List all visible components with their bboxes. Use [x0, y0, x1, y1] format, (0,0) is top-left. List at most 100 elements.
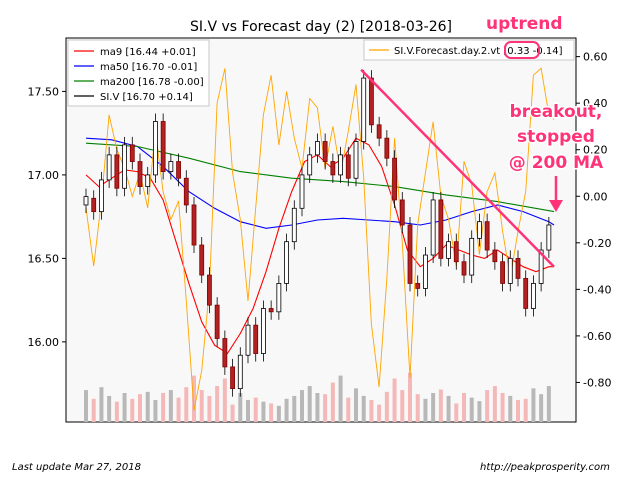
legend-label: SI.V.Forecast.day.2.vt [0.33 -0.14] — [394, 46, 563, 57]
right-tick-label: 0.20 — [583, 144, 608, 157]
annotations: uptrend breakout, stopped @ 200 MA — [360, 13, 606, 268]
candle-body — [268, 308, 274, 313]
volume-bar — [238, 393, 243, 422]
volume-bar — [246, 399, 250, 422]
candle-body — [546, 224, 552, 251]
volume-bar — [269, 403, 274, 422]
footer-url[interactable]: http://peakprosperity.com — [480, 462, 610, 473]
volume-bar — [354, 388, 358, 422]
candle-body — [253, 324, 259, 354]
volume-bar — [338, 375, 343, 422]
volume-bar — [377, 404, 382, 422]
volume-bars — [84, 372, 551, 422]
volume-bar — [192, 375, 196, 422]
candle-body — [523, 278, 529, 309]
candle-body — [446, 241, 451, 259]
trend-line — [360, 68, 555, 268]
candle-body — [369, 77, 374, 126]
candle-body — [353, 141, 359, 179]
candle-body — [245, 324, 251, 356]
volume-bar — [215, 386, 220, 422]
annotation-text: breakout, — [510, 102, 603, 122]
candle-body — [438, 199, 444, 259]
volume-bar — [492, 386, 497, 422]
candle-body — [477, 221, 482, 239]
annotation-text: @ 200 MA — [509, 153, 604, 173]
candle-body — [160, 121, 166, 172]
volume-bar — [284, 398, 289, 422]
right-tick-label: -0.40 — [583, 283, 611, 296]
candle-body — [407, 224, 413, 284]
candle-body — [230, 366, 235, 390]
candle-body — [176, 161, 181, 179]
candle-body — [129, 144, 135, 162]
candle-body — [515, 257, 521, 279]
candle-body — [492, 249, 498, 263]
axes: 17.50 17.00 16.50 16.00 0.60 0.40 0.20 0.00 -0.2… — [28, 51, 612, 390]
volume-bar — [176, 397, 181, 422]
candle-body — [222, 338, 228, 368]
volume-bar — [523, 398, 528, 422]
series-line-SI.V.Forecast.day.2.vt — [85, 67, 555, 411]
volume-bar — [276, 405, 281, 422]
volume-bar — [539, 394, 544, 422]
volume-bar — [145, 391, 150, 422]
volume-bar — [361, 395, 366, 422]
volume-bar — [500, 393, 505, 422]
annotation-text: stopped — [517, 127, 595, 147]
candle-body — [191, 204, 197, 246]
candlesticks — [83, 70, 552, 397]
volume-bar — [438, 389, 443, 422]
candle-body — [484, 221, 490, 251]
volume-bar — [516, 399, 520, 422]
candle-body — [415, 283, 421, 289]
candle-body — [453, 241, 459, 263]
candle-body — [538, 249, 544, 284]
candle-body — [430, 199, 436, 256]
volume-bar — [91, 398, 96, 422]
volume-bar — [84, 390, 88, 422]
left-tick-label: 16.00 — [28, 336, 60, 349]
volume-bar — [261, 401, 266, 422]
legend-label: ma50 [16.70 -0.01] — [100, 62, 197, 73]
candle-body — [83, 196, 89, 206]
volume-bar — [415, 394, 420, 422]
right-tick-label: -0.80 — [583, 376, 611, 389]
candle-body — [291, 207, 297, 243]
candle-body — [114, 154, 120, 189]
candle-body — [284, 241, 289, 284]
right-tick-label: 0.40 — [583, 97, 608, 110]
volume-bar — [477, 401, 482, 422]
volume-bar — [546, 386, 551, 422]
candle-body — [376, 124, 382, 139]
legend-label: ma200 [16.78 -0.00] — [100, 77, 204, 88]
candle-body — [153, 121, 158, 176]
candle-body — [330, 161, 336, 176]
candle-body — [214, 304, 220, 339]
left-tick-label: 16.50 — [28, 252, 60, 265]
footer-last-update: Last update Mar 27, 2018 — [12, 462, 141, 473]
candle-body — [299, 174, 305, 209]
candle-body — [384, 137, 390, 159]
volume-bar — [446, 395, 451, 422]
volume-bar — [153, 399, 158, 422]
left-tick-label: 17.00 — [28, 169, 60, 182]
right-tick-label: 0.60 — [583, 51, 608, 64]
volume-bar — [400, 390, 405, 422]
highlight-circle — [504, 41, 540, 59]
chart-title: SI.V vs Forecast day (2) [2018-03-26] — [190, 19, 452, 35]
candle-body — [322, 141, 328, 162]
volume-bar — [369, 399, 374, 422]
candle-body — [168, 161, 174, 172]
legend-label: SI.V [16.70 +0.14] — [100, 92, 193, 103]
right-tick-label: 0.00 — [583, 190, 608, 203]
volume-bar — [107, 395, 112, 422]
volume-bar — [300, 390, 304, 422]
volume-bar — [462, 393, 466, 422]
candle-body — [345, 154, 351, 179]
candle-body — [531, 283, 536, 309]
arrow-head — [549, 200, 563, 212]
volume-bar — [392, 378, 397, 422]
volume-bar — [199, 390, 204, 422]
